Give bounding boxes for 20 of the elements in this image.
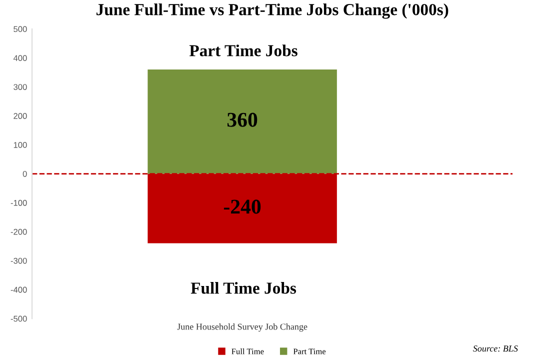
y-tick-label: 0 (22, 170, 27, 177)
annotation: Part Time Jobs (189, 44, 298, 56)
source-note: Source: BLS (473, 346, 518, 352)
y-tick-label: -400 (10, 286, 27, 293)
x-tick-label: June Household Survey Job Change (177, 323, 308, 332)
y-tick-label: -300 (10, 258, 27, 264)
y-tick-label: 100 (14, 142, 27, 148)
annotation: Full Time Jobs (190, 282, 296, 294)
chart-title: June Full-Time vs Part-Time Jobs Change ('000s) (96, 4, 448, 19)
data-label: -240 (224, 200, 261, 214)
legend-label: Full Time (232, 348, 264, 354)
y-tick-label: 200 (14, 113, 27, 119)
y-tick-label: 400 (13, 55, 27, 62)
y-tick-label: 500 (14, 26, 27, 32)
y-tick-label: -200 (10, 228, 27, 235)
legend-label: Part Time (293, 348, 326, 354)
y-tick-label: -500 (10, 316, 27, 322)
y-tick-label: 300 (14, 84, 27, 90)
data-label: 360 (227, 112, 258, 127)
y-tick-label: -100 (10, 200, 27, 206)
